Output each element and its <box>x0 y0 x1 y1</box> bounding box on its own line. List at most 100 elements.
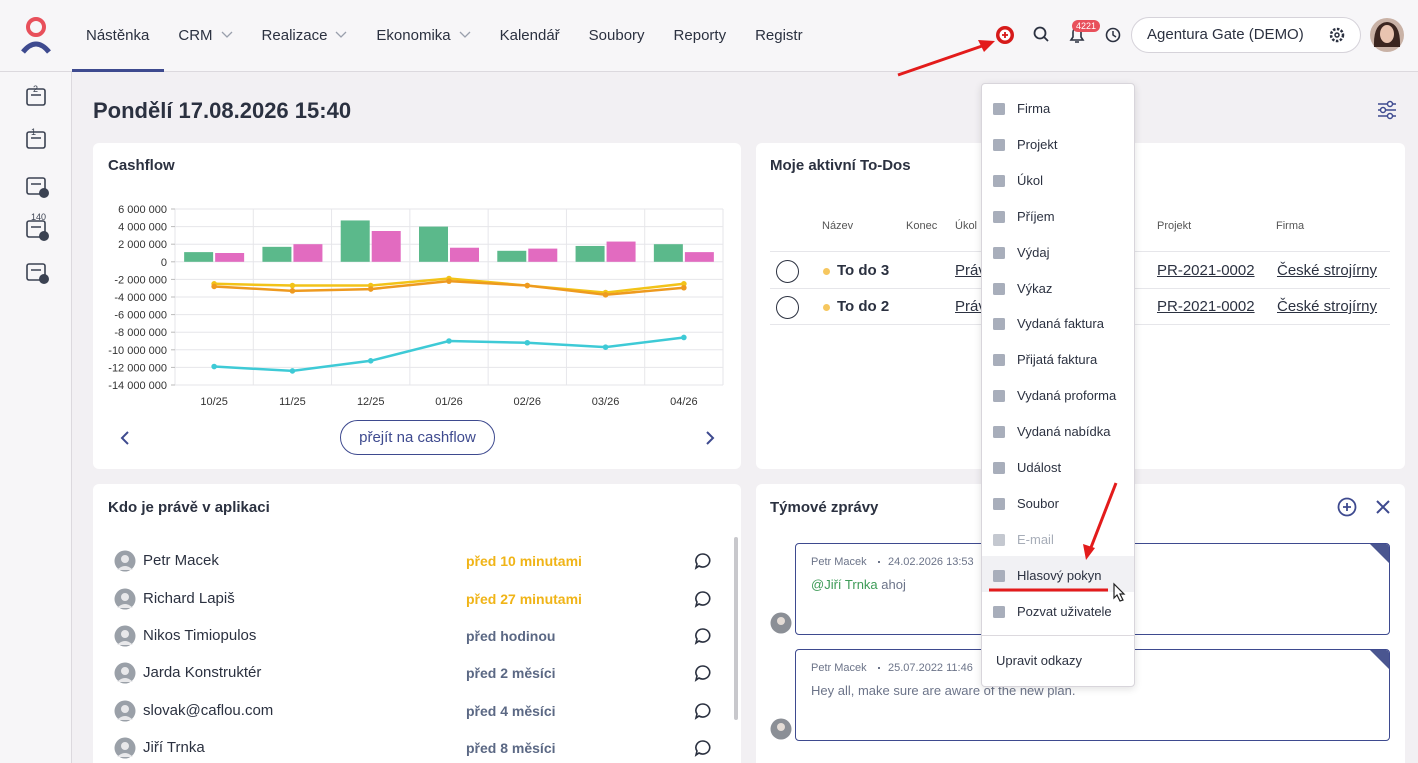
icon-dot <box>39 188 49 198</box>
prev-arrow <box>120 431 129 445</box>
organization-switcher[interactable]: Agentura Gate (DEMO) <box>1131 17 1361 53</box>
nav-item[interactable]: CRM <box>178 26 233 44</box>
icon-shape <box>26 220 46 238</box>
bar <box>215 253 245 262</box>
chevron <box>221 31 233 38</box>
icon-shape <box>993 569 1005 582</box>
menu-item[interactable]: Přijatá faktura <box>1017 352 1098 368</box>
menu-item[interactable]: Vydaná nabídka <box>1017 424 1111 440</box>
menu-item[interactable]: Soubor <box>1017 495 1059 511</box>
user-avatar <box>114 625 136 647</box>
slider-knob <box>1379 106 1387 114</box>
card-title: Kdo je právě v aplikaci <box>108 499 270 516</box>
user-avatar <box>114 588 136 610</box>
icon-shape <box>993 533 1005 546</box>
todo-link[interactable]: České strojírny <box>1277 262 1378 279</box>
corner-fold <box>1370 650 1389 669</box>
sidebar-icon <box>26 88 46 106</box>
todo-link[interactable]: PR-2021-0002 <box>1157 262 1255 279</box>
nav-label: Ekonomika <box>376 26 451 44</box>
complete-checkbox[interactable] <box>776 260 799 283</box>
menu-item[interactable]: Příjem <box>1017 208 1055 224</box>
bar <box>653 244 683 262</box>
avatar-head <box>121 630 129 638</box>
todo-name[interactable]: To do 3 <box>837 262 890 279</box>
chat-button <box>694 553 711 570</box>
user-name: Nikos Timiopulos <box>143 627 257 644</box>
nav: Nástěnka CRM Realizace Ekonomika Kalendář Sou… <box>86 0 803 70</box>
menu-footer[interactable]: Upravit odkazy <box>996 653 1082 668</box>
menu-icon <box>993 246 1005 259</box>
priority-dot <box>823 304 830 311</box>
menu-item[interactable]: Výdaj <box>1017 244 1050 260</box>
user-avatar <box>114 700 136 722</box>
logo[interactable] <box>20 16 52 54</box>
nav-label: CRM <box>178 26 213 44</box>
menu-item[interactable]: Událost <box>1017 460 1062 475</box>
icon-shape <box>993 390 1005 403</box>
nav-item[interactable]: Soubory <box>589 27 645 44</box>
nav-item[interactable]: Realizace <box>262 27 348 44</box>
menu-icon <box>993 174 1005 187</box>
todo-link[interactable]: PR-2021-0002 <box>1157 298 1255 315</box>
top-bar: Nástěnka CRM Realizace Ekonomika Kalendář Sou… <box>0 0 1418 72</box>
nav-item[interactable]: Registr <box>755 27 803 44</box>
menu-item[interactable]: Projekt <box>1017 136 1058 152</box>
avatar-body <box>117 678 133 682</box>
todo-link[interactable]: Práv <box>955 298 986 315</box>
menu-item[interactable]: Vydaná proforma <box>1017 388 1117 404</box>
chevron-path <box>221 31 233 38</box>
icon-shape <box>26 177 46 195</box>
todo-name[interactable]: To do 2 <box>837 298 890 315</box>
menu-item[interactable]: Hlasový pokyn <box>1017 567 1102 583</box>
y-tick-label: 2 000 000 <box>118 239 167 251</box>
icon-shape <box>993 138 1005 151</box>
nav-item[interactable]: Ekonomika <box>376 26 471 44</box>
line-point <box>602 344 609 350</box>
menu-icon <box>993 103 1005 115</box>
line-point <box>681 284 687 291</box>
nav-item[interactable]: Reporty <box>674 27 727 44</box>
menu-item[interactable]: Výkaz <box>1017 280 1053 296</box>
nav-item[interactable]: Nástěnka <box>86 27 149 44</box>
message-date: 24.02.2026 13:53 <box>888 556 974 568</box>
menu-icon <box>993 210 1005 223</box>
bar <box>575 245 605 262</box>
notification-badge: 4221 <box>1072 20 1101 32</box>
menu-item[interactable]: Úkol <box>1017 172 1044 188</box>
todo-link[interactable]: Práv <box>955 262 986 279</box>
nav-item[interactable]: Kalendář <box>500 27 560 44</box>
line-point <box>524 339 531 346</box>
line-point <box>602 292 609 298</box>
settings-icon <box>1329 27 1345 43</box>
line-point <box>681 334 687 341</box>
menu-item[interactable]: Vydaná faktura <box>1017 316 1104 332</box>
chat-button <box>694 591 711 608</box>
chat-button <box>694 628 711 645</box>
y-tick-label: -2 000 000 <box>114 274 167 286</box>
cashflow-button[interactable]: přejít na cashflow <box>340 420 495 455</box>
menu-item: E-mail <box>1017 531 1054 547</box>
line-point <box>524 282 531 289</box>
menu-divider <box>982 635 1134 636</box>
avatar-head <box>777 723 785 731</box>
message-author: Petr Macek <box>811 556 867 568</box>
icon-shape <box>993 318 1005 331</box>
last-seen: před 8 měsíci <box>466 740 556 756</box>
menu-item[interactable]: Pozvat uživatele <box>1017 603 1112 619</box>
icon-shape <box>993 462 1005 474</box>
x-tick-label: 12/25 <box>357 396 385 408</box>
bar <box>684 252 714 262</box>
avatar-head <box>121 593 129 601</box>
sidebar-icon <box>26 131 46 149</box>
chat-bubble <box>694 628 711 645</box>
y-tick-label: -6 000 000 <box>114 310 167 322</box>
todo-link[interactable]: České strojírny <box>1277 298 1378 315</box>
avatar-head <box>121 667 129 675</box>
icon-shape <box>993 426 1005 439</box>
complete-checkbox[interactable] <box>776 296 799 319</box>
column-header: Firma <box>1276 220 1305 232</box>
nav-label: Nástěnka <box>86 26 150 44</box>
menu-item[interactable]: Firma <box>1017 101 1051 116</box>
